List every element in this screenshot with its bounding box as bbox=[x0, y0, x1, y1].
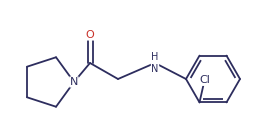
Text: H
N: H N bbox=[151, 52, 159, 74]
Text: N: N bbox=[70, 77, 78, 87]
Text: Cl: Cl bbox=[199, 75, 210, 85]
Text: O: O bbox=[86, 30, 94, 40]
